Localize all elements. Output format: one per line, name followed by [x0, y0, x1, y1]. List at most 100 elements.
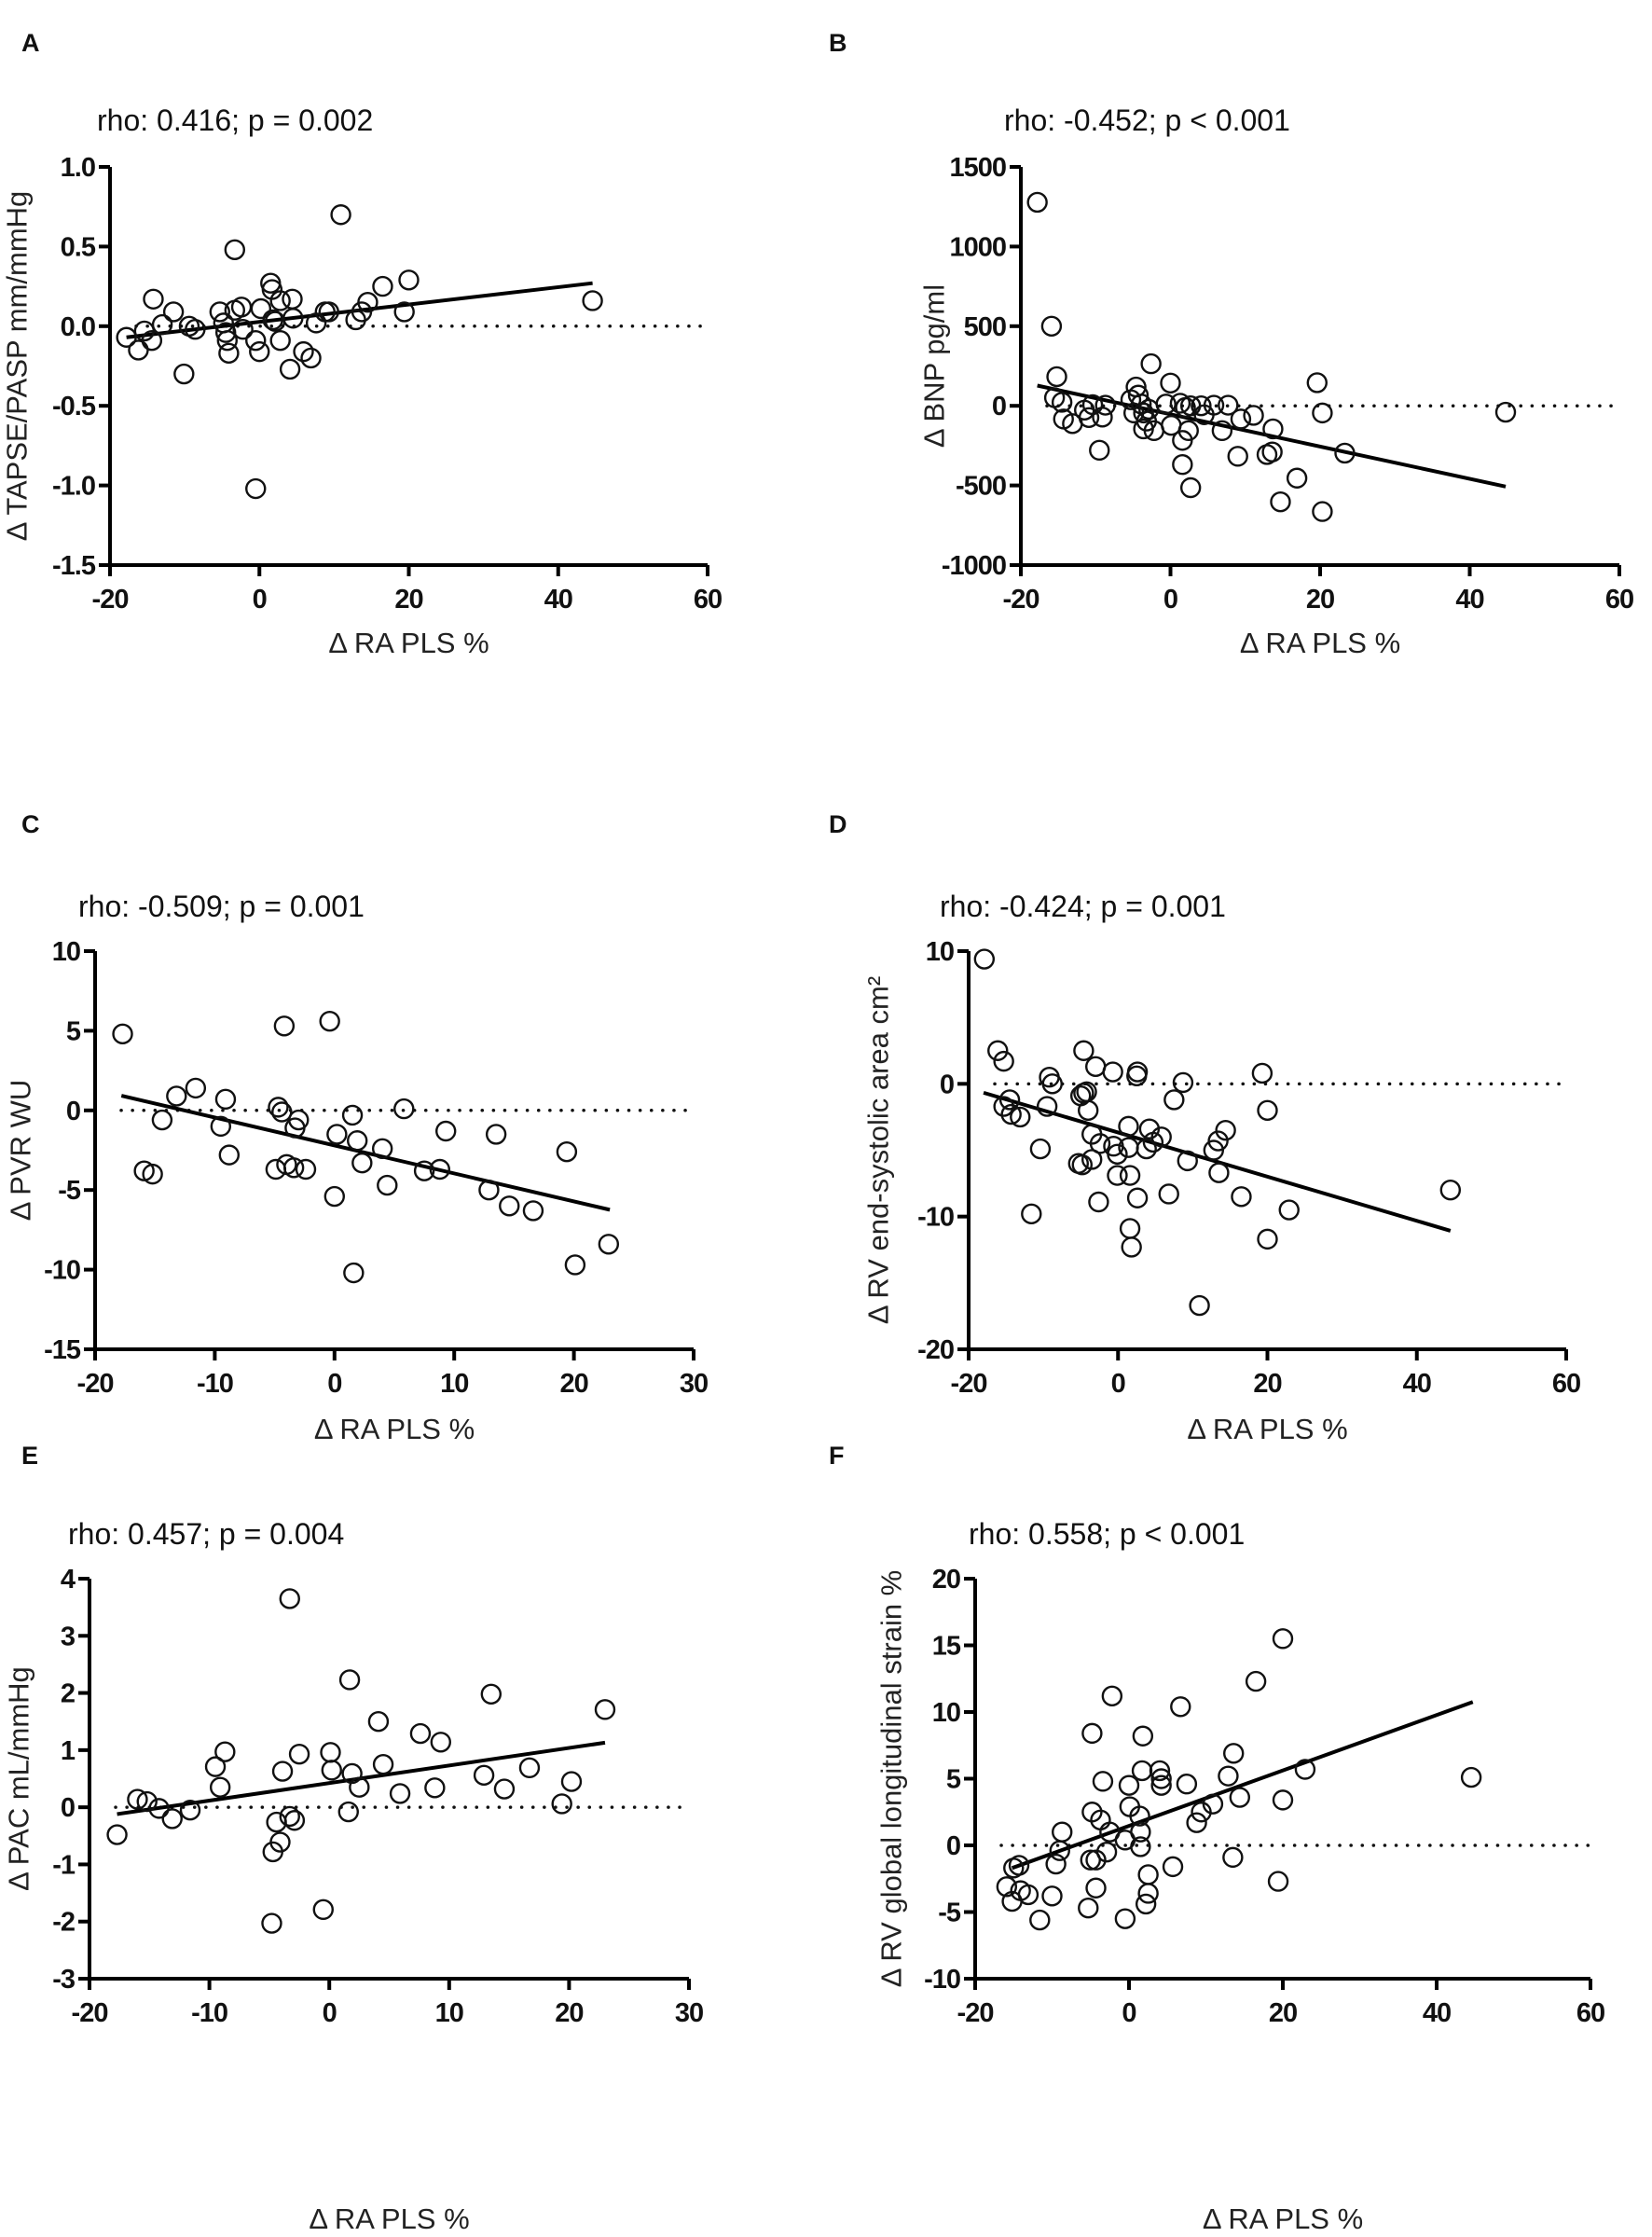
data-point [330, 204, 351, 226]
y-tick-label: 0 [992, 392, 1006, 421]
data-point [430, 1732, 451, 1753]
data-point [1140, 352, 1162, 375]
y-tick-label: 20 [932, 1565, 960, 1595]
data-point [279, 1588, 300, 1609]
data-point [269, 329, 291, 352]
y-tick-label: 10 [926, 937, 954, 967]
data-point [1071, 1153, 1093, 1176]
data-point [1189, 1294, 1210, 1317]
data-point [393, 301, 415, 323]
data-point [1257, 1228, 1278, 1250]
correlation-annotation: rho: -0.509; p = 0.001 [78, 890, 365, 923]
data-point [389, 1783, 411, 1804]
x-tick-label: 60 [1552, 1369, 1580, 1399]
data-point [413, 1160, 435, 1181]
data-point [1439, 1179, 1462, 1201]
data-point [1312, 501, 1333, 522]
data-point [1081, 1722, 1103, 1745]
data-point [185, 319, 206, 340]
x-axis-label: Δ RA PLS % [309, 2202, 469, 2235]
data-point [282, 308, 304, 329]
data-point [283, 1810, 306, 1831]
x-tick-label: 20 [1253, 1369, 1281, 1399]
data-point [1118, 1115, 1139, 1138]
data-point [435, 1120, 457, 1142]
data-point [1229, 1787, 1251, 1808]
data-point [326, 1124, 348, 1145]
panel-label: A [21, 29, 40, 57]
data-point [318, 301, 339, 323]
x-axis-label: Δ RA PLS % [314, 1413, 475, 1445]
x-tick-label: 20 [555, 1998, 583, 2028]
x-tick-label: -10 [191, 1998, 227, 2028]
data-point [1085, 1849, 1107, 1871]
data-point [1107, 1143, 1128, 1165]
data-point [1041, 1073, 1063, 1095]
correlation-annotation: rho: -0.424; p = 0.001 [940, 890, 1226, 923]
data-point [1231, 1186, 1252, 1208]
data-point [1040, 315, 1063, 337]
y-tick-label: -5 [58, 1176, 81, 1206]
data-point [1243, 405, 1264, 426]
panel-label: C [21, 810, 40, 838]
data-point [1088, 1191, 1109, 1213]
y-tick-label: 1.0 [61, 153, 95, 183]
x-tick-label: -20 [951, 1369, 987, 1399]
data-point [1150, 1774, 1172, 1796]
data-point [300, 347, 322, 369]
data-point [1052, 1821, 1073, 1843]
x-tick-label: -20 [72, 1998, 108, 2028]
x-tick-label: 0 [1163, 585, 1177, 614]
data-point [210, 1115, 232, 1138]
data-point [1137, 1864, 1159, 1885]
data-point [987, 1040, 1009, 1061]
panel-label: B [829, 29, 847, 57]
data-point [282, 1157, 305, 1179]
data-point [1036, 1096, 1058, 1117]
data-point [324, 1185, 345, 1208]
data-point [1460, 1766, 1482, 1788]
x-tick-label: 10 [435, 1998, 463, 2028]
data-point [216, 329, 238, 352]
data-point [1118, 1774, 1140, 1796]
data-point [1150, 1768, 1172, 1789]
data-point [1149, 1760, 1171, 1782]
data-point [1136, 1138, 1157, 1160]
data-point [1114, 1908, 1136, 1929]
x-tick-label: 20 [1269, 1998, 1297, 2028]
data-point [269, 1831, 291, 1853]
data-point [1080, 1849, 1101, 1871]
data-point [1251, 1062, 1273, 1084]
data-point [493, 1778, 516, 1800]
data-point [1095, 1841, 1118, 1863]
data-point [1294, 1759, 1316, 1780]
data-point [1227, 446, 1248, 467]
data-point [1085, 1056, 1107, 1078]
data-point [357, 291, 379, 313]
data-point [1334, 442, 1356, 464]
data-point [179, 1800, 201, 1821]
data-point [161, 1808, 183, 1830]
data-point [273, 1015, 296, 1037]
data-point [1261, 441, 1283, 463]
data-point [518, 1757, 541, 1779]
x-tick-label: -20 [92, 585, 129, 614]
x-axis-label: Δ RA PLS % [1203, 2202, 1363, 2235]
data-point [1101, 1685, 1123, 1707]
data-point [973, 948, 996, 970]
x-tick-label: 40 [544, 585, 572, 614]
data-point [409, 1722, 432, 1745]
data-point [1272, 1789, 1294, 1811]
y-tick-label: 1500 [949, 153, 1006, 183]
correlation-annotation: rho: 0.558; p < 0.001 [969, 1517, 1245, 1551]
data-point [551, 1793, 572, 1815]
y-tick-label: 5 [66, 1016, 81, 1046]
x-tick-label: 40 [1403, 1369, 1431, 1399]
data-point [1131, 1760, 1153, 1782]
y-tick-label: 500 [964, 312, 1006, 342]
data-point [349, 1776, 370, 1798]
